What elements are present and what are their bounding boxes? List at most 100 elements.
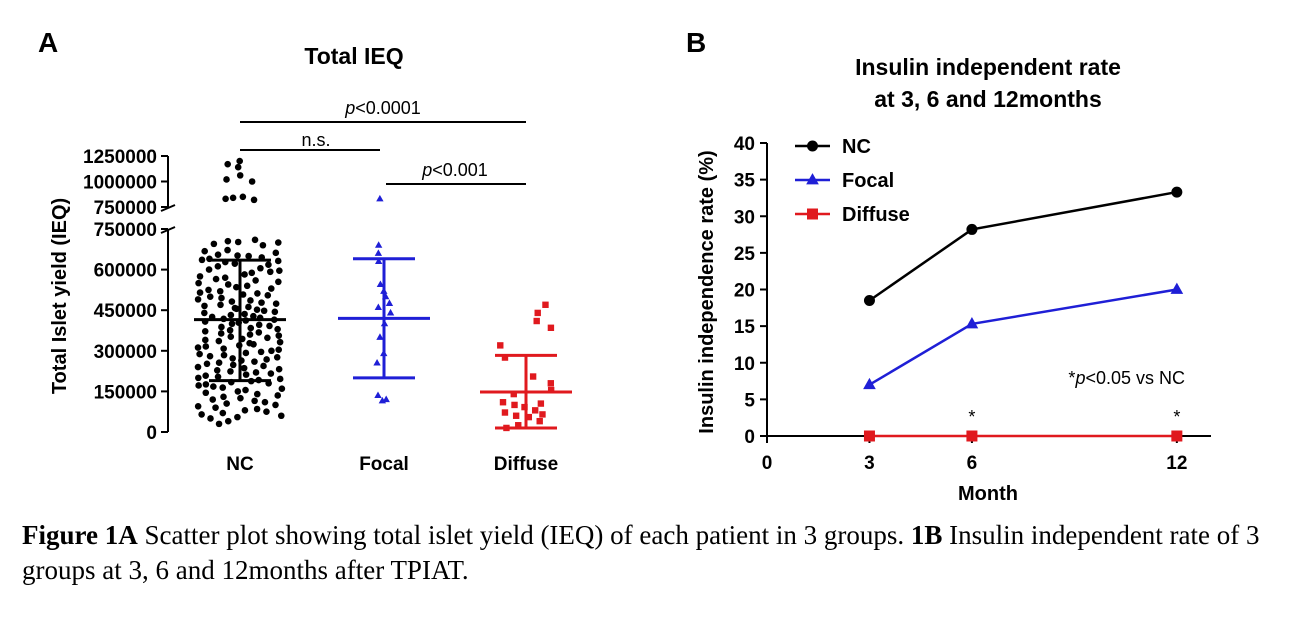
data-point <box>267 285 275 292</box>
data-point <box>239 193 247 201</box>
data-point <box>242 371 250 378</box>
data-point <box>228 320 236 328</box>
data-point <box>224 281 232 288</box>
p-value: n.s. <box>301 130 330 150</box>
data-point <box>863 377 876 390</box>
y-axis-label: Total Islet yield (IEQ) <box>49 198 71 394</box>
data-point <box>275 365 283 373</box>
data-point <box>236 157 243 165</box>
p-symbol: p <box>344 98 355 118</box>
data-point <box>272 249 280 257</box>
data-point <box>215 359 223 367</box>
data-point <box>194 402 202 410</box>
data-point <box>194 344 202 351</box>
data-point <box>201 247 208 255</box>
data-point <box>510 390 517 398</box>
data-point <box>376 280 385 288</box>
data-point <box>242 386 249 394</box>
data-point <box>202 381 210 388</box>
data-point <box>219 384 227 391</box>
data-point <box>201 302 208 310</box>
y-tick-label: 30 <box>734 207 755 228</box>
data-point <box>241 310 248 318</box>
y-axis-label: Insulin independence rate (%) <box>696 150 718 433</box>
data-point <box>501 409 509 416</box>
data-point <box>499 399 507 406</box>
data-point <box>263 408 270 416</box>
y-tick-label: 15 <box>734 317 756 338</box>
panel-label-a: A <box>38 27 58 58</box>
data-point <box>547 380 555 387</box>
data-point <box>385 299 394 306</box>
panel-label-b: B <box>686 27 706 58</box>
y-tick-label: 1000000 <box>83 173 157 194</box>
data-point <box>202 343 210 350</box>
x-tick-label: NC <box>226 454 254 475</box>
data-point <box>278 385 286 392</box>
data-point <box>234 238 242 246</box>
data-point <box>265 261 272 269</box>
caption-text-a: Scatter plot showing total islet yield (… <box>137 520 911 550</box>
y-tick-label: 0 <box>744 427 755 448</box>
data-point <box>247 324 255 332</box>
data-point <box>217 330 225 337</box>
data-point <box>376 194 384 202</box>
data-point <box>251 358 258 365</box>
data-point <box>274 257 282 265</box>
legend-label: Focal <box>842 170 894 192</box>
data-point <box>234 413 241 421</box>
data-point <box>266 268 274 276</box>
data-point <box>218 294 225 302</box>
p-symbol: p <box>421 160 432 180</box>
series-nc <box>194 157 286 428</box>
data-point <box>264 334 271 342</box>
significance-label: n.s. <box>301 130 330 150</box>
data-point <box>242 349 250 357</box>
data-point <box>227 311 235 319</box>
data-point <box>539 411 546 418</box>
series-focal <box>338 194 430 404</box>
data-point <box>227 368 234 375</box>
data-point <box>525 413 533 421</box>
panel-a: A Total IEQ 0 150000 300000 450000 600000 75000… <box>38 27 572 475</box>
data-point <box>220 345 227 352</box>
data-point <box>226 326 234 334</box>
data-point <box>202 336 209 344</box>
data-point <box>195 374 202 382</box>
data-point <box>194 296 202 303</box>
data-point <box>277 412 285 420</box>
x-axis-label: Month <box>958 483 1018 505</box>
data-point <box>529 373 537 380</box>
data-point <box>276 338 284 346</box>
data-point <box>250 312 257 320</box>
data-point <box>198 256 206 264</box>
data-point <box>214 251 222 259</box>
y-tick-label: 300000 <box>94 342 157 363</box>
data-point <box>205 286 212 294</box>
data-point <box>234 252 241 259</box>
data-point <box>210 240 218 248</box>
data-point <box>198 411 205 418</box>
data-point <box>214 373 222 381</box>
data-point <box>272 401 279 409</box>
data-point <box>202 389 210 397</box>
data-point <box>275 332 283 339</box>
data-point <box>534 309 541 317</box>
data-point <box>222 195 229 203</box>
data-point <box>240 364 248 372</box>
data-point <box>386 308 395 316</box>
p-value: <0.0001 <box>355 98 421 118</box>
data-point <box>233 283 240 291</box>
data-point <box>276 375 284 383</box>
y-tick-label: 10 <box>734 354 755 375</box>
y-tick-label: 600000 <box>94 261 157 282</box>
data-point <box>205 266 213 273</box>
significance-label: p<0.0001 <box>344 98 421 118</box>
data-point <box>263 356 270 363</box>
data-point <box>234 163 242 171</box>
data-point <box>266 322 273 330</box>
data-point <box>241 271 248 278</box>
data-point <box>251 236 259 244</box>
data-point <box>209 396 217 403</box>
data-point <box>227 333 235 341</box>
